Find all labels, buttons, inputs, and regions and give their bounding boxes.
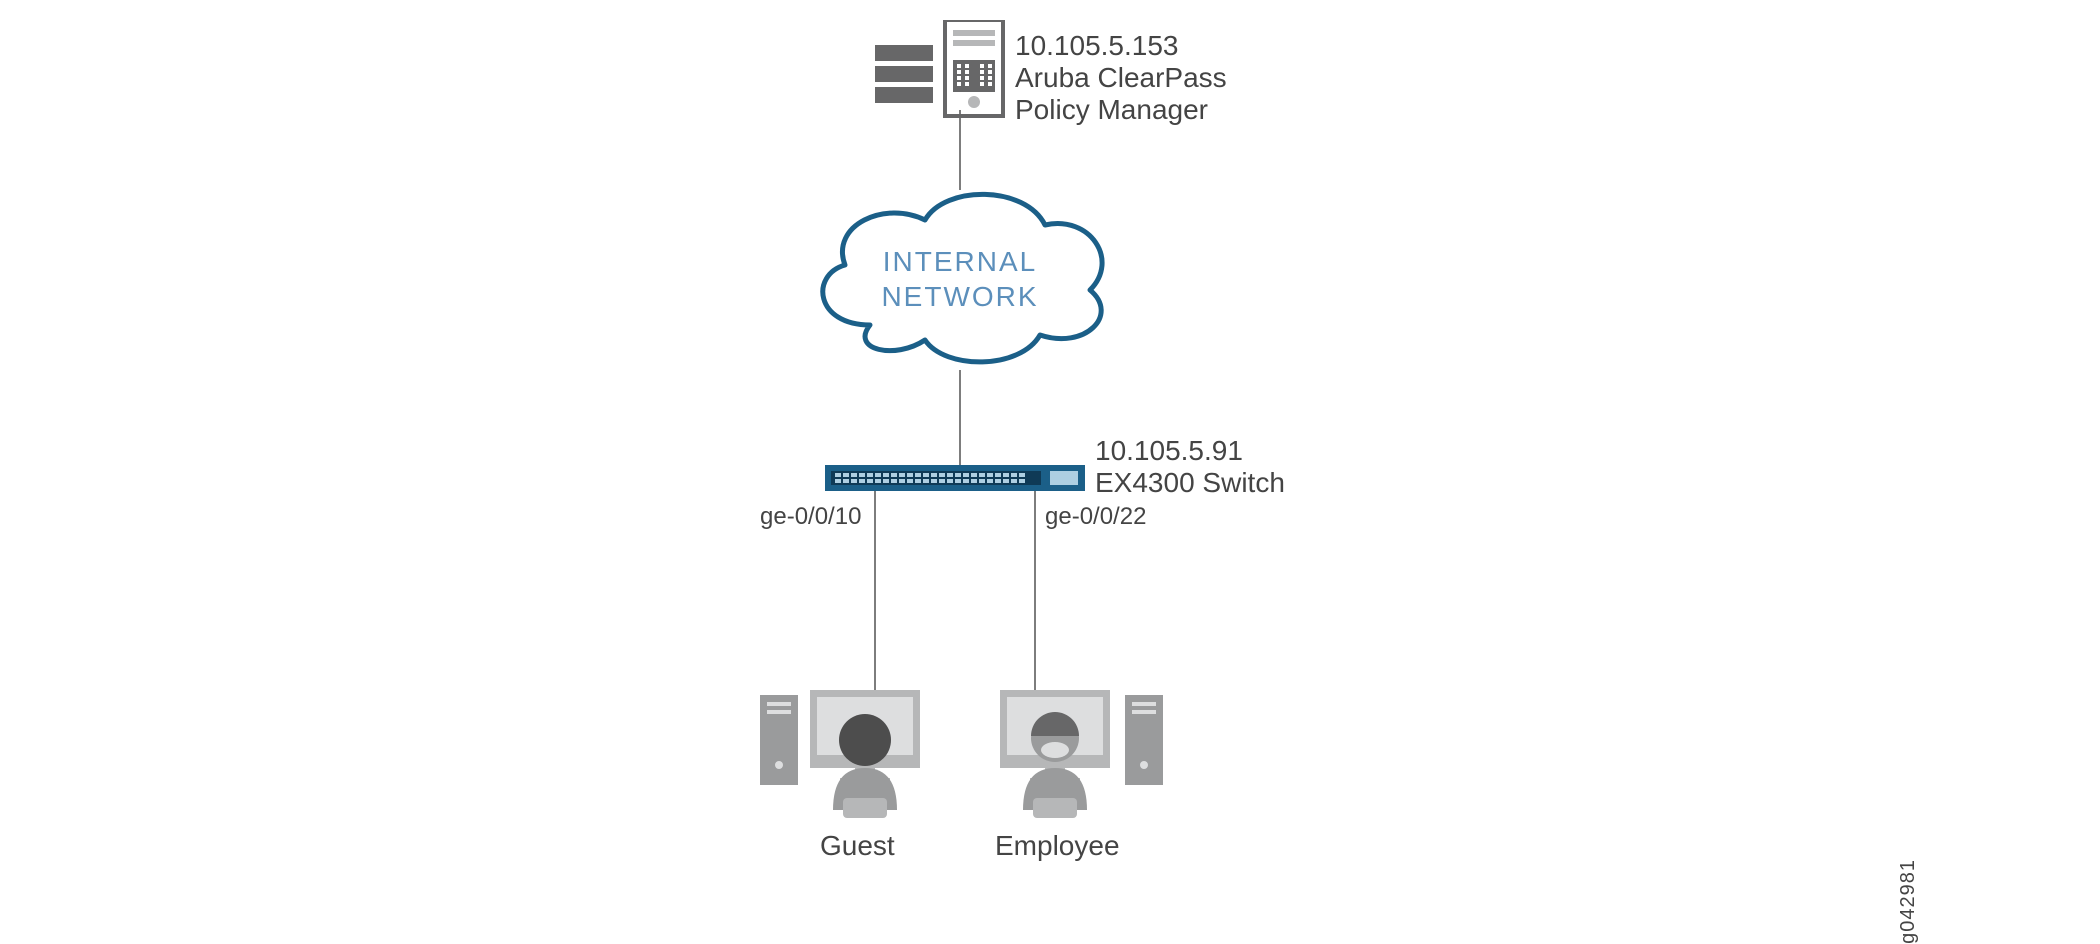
guest-label: Guest [820, 830, 895, 862]
port-right-label: ge-0/0/22 [1045, 503, 1146, 531]
switch-name-label: EX4300 Switch [1095, 467, 1285, 499]
port-left-label: ge-0/0/10 [760, 503, 861, 531]
server-name-line1: Aruba ClearPass [1015, 62, 1227, 94]
guest-workstation-icon [755, 680, 955, 830]
employee-workstation-icon [970, 680, 1170, 830]
cloud-label-line1: INTERNAL [870, 245, 1050, 279]
network-diagram: 10.105.5.153 Aruba ClearPass Policy Mana… [600, 0, 1500, 929]
employee-label: Employee [995, 830, 1120, 862]
switch-ip-label: 10.105.5.91 [1095, 435, 1243, 467]
switch-icon [825, 465, 1085, 495]
server-ip-label: 10.105.5.153 [1015, 30, 1179, 62]
cloud-label-line2: NETWORK [870, 280, 1050, 314]
server-name-line2: Policy Manager [1015, 94, 1208, 126]
figure-id-label: g042981 [1897, 859, 1920, 944]
